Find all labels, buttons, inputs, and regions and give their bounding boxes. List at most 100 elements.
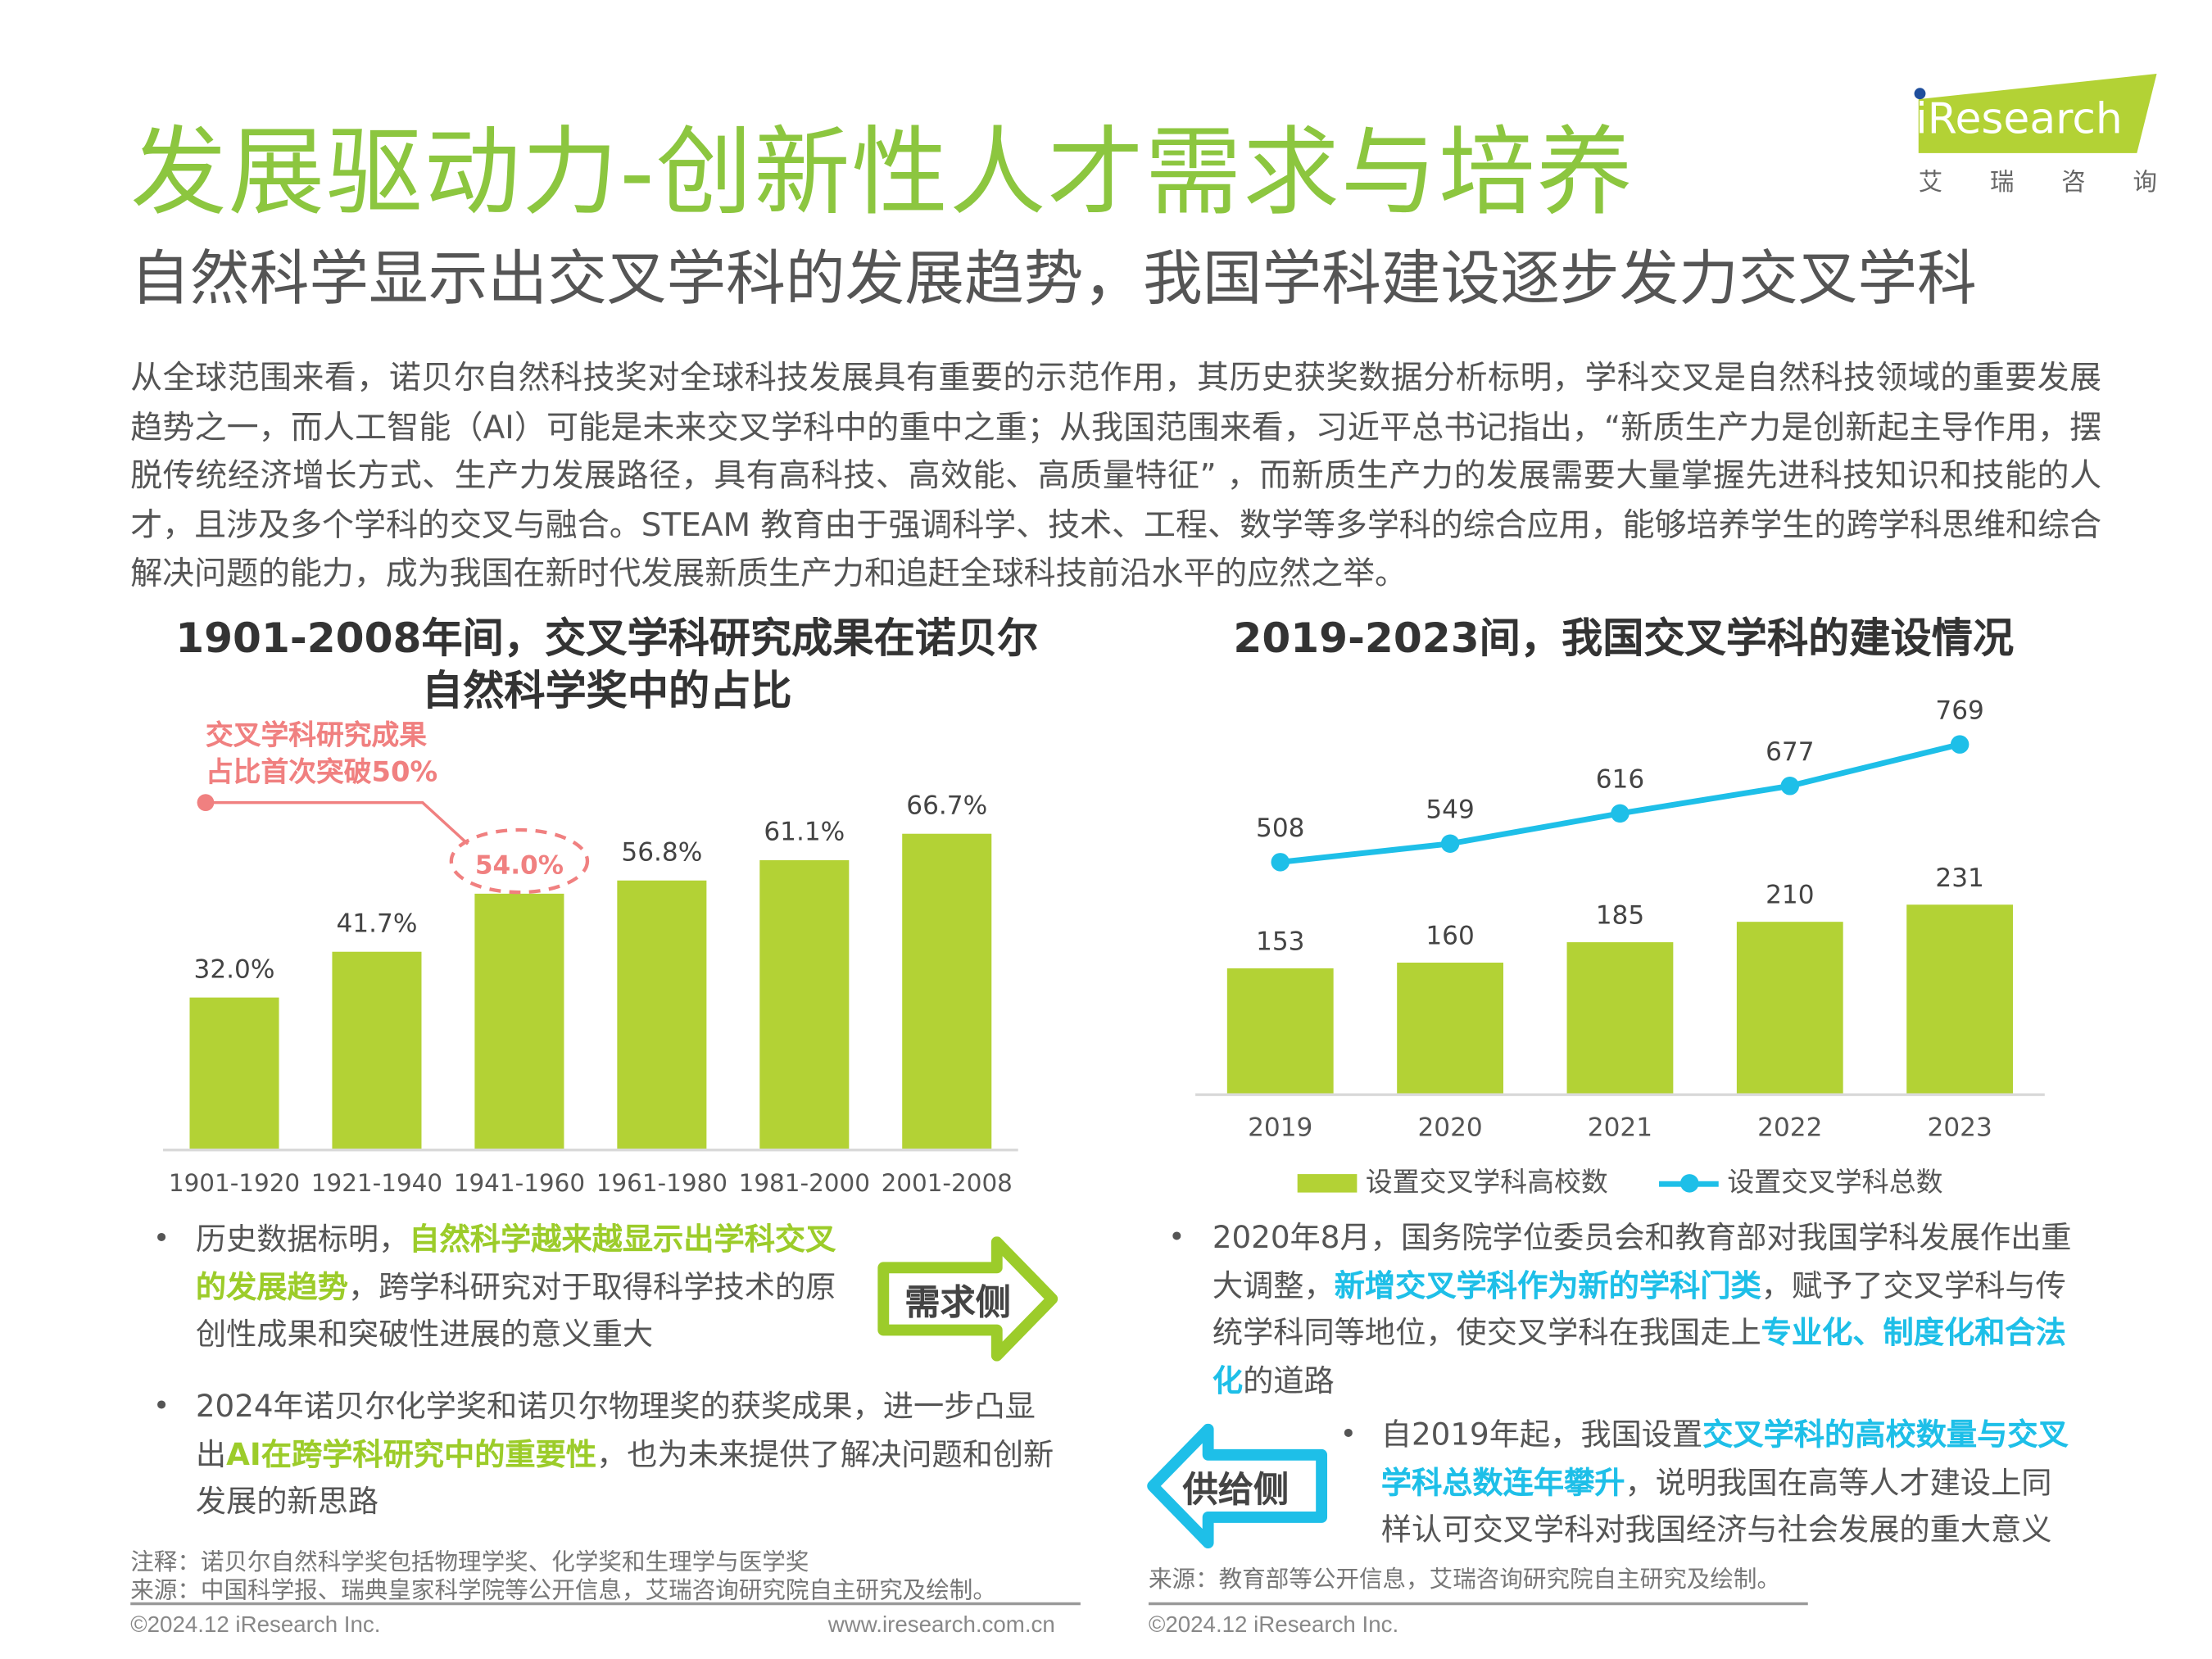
- right-chart-title: 2019-2023间，我国交叉学科的建设情况: [1233, 614, 2015, 663]
- bar-data-label: 160: [1426, 922, 1474, 951]
- demand-side-arrow: 需求侧: [877, 1236, 1061, 1362]
- legend: 设置交叉学科高校数 设置交叉学科总数: [1297, 1162, 1943, 1200]
- x-tick-label: 1941-1960: [454, 1169, 585, 1197]
- bar-data-label: 153: [1256, 927, 1304, 956]
- left-chart-title: 1901-2008年间，交叉学科研究成果在诺贝尔 自然科学奖中的占比: [130, 613, 1083, 718]
- copyright-right: ©2024.12 iResearch Inc.: [1148, 1613, 1399, 1639]
- x-tick-label: 2001-2008: [882, 1169, 1013, 1197]
- highlight: AI在跨学科研究中的重要性: [226, 1437, 597, 1473]
- supply-side-arrow: 供给侧: [1143, 1423, 1333, 1549]
- highlight: 专业化、制度化和合法化: [1212, 1316, 2066, 1399]
- text: 的道路: [1243, 1363, 1335, 1399]
- divider: [1148, 1602, 1808, 1605]
- logo: iResearch 艾 瑞 咨 询: [1907, 71, 2163, 199]
- highlight: 交叉学科的高校数量与交叉学科总数连年攀升: [1380, 1417, 2069, 1502]
- right-bullet-2: 自2019年起，我国设置交叉学科的高校数量与交叉学科总数连年攀升，说明我国在高等…: [1381, 1412, 2082, 1555]
- bar-data-label: 231: [1935, 863, 1983, 893]
- demand-side-label: 需求侧: [904, 1281, 1012, 1323]
- annotation-ellipse: [449, 827, 590, 895]
- line-point: [1440, 834, 1460, 854]
- bullet-dot: •: [1339, 1416, 1358, 1451]
- annotation-line1: 交叉学科研究成果: [205, 718, 427, 752]
- line-point: [1780, 777, 1800, 796]
- x-tick-label: 1921-1940: [311, 1169, 442, 1197]
- line-point: [1611, 804, 1630, 823]
- bar: [189, 997, 279, 1149]
- data-label: 32.0%: [194, 954, 275, 984]
- x-tick-label: 1901-1920: [169, 1169, 300, 1197]
- right-arrow-icon: [877, 1236, 1058, 1362]
- data-label: 66.7%: [906, 791, 987, 820]
- footnote: 注释：诺贝尔自然科学奖包括物理学奖、化学奖和生理学与医学奖: [130, 1548, 809, 1575]
- source-left: 来源：中国科学报、瑞典皇家科学院等公开信息，艾瑞咨询研究院自主研究及绘制。: [130, 1576, 996, 1604]
- text: 2020年8月，国务院学位委员会和教育部对我国学科发展作出重大调整，: [1212, 1221, 2072, 1304]
- data-label: 56.8%: [621, 838, 702, 868]
- bar: [1566, 942, 1674, 1094]
- right-combo-chart: 153 2019 160 2020 185 2021 210 2022 231 2023 508 54…: [1195, 696, 2045, 1142]
- x-tick-label: 1961-1980: [596, 1169, 728, 1197]
- right-bullet-1: 2020年8月，国务院学位委员会和教育部对我国学科发展作出重大调整，新增交叉学科…: [1213, 1215, 2080, 1405]
- data-label: 41.7%: [336, 909, 417, 938]
- bar-data-label: 185: [1596, 901, 1644, 931]
- x-tick-label: 2020: [1417, 1113, 1482, 1142]
- text: ，跨学科研究对于取得科学技术的原创性成果和突破性进展的意义重大: [195, 1269, 836, 1353]
- left-chart-title-line2: 自然科学奖中的占比: [421, 666, 792, 715]
- annotation-dot: [197, 794, 215, 812]
- bar-data-label: 210: [1766, 881, 1814, 910]
- bar: [902, 833, 992, 1149]
- bar: [474, 893, 564, 1149]
- svg-text:iResearch: iResearch: [1915, 95, 2123, 144]
- logo-chinese: 艾 瑞 咨 询: [1918, 168, 2178, 197]
- text: ，也为未来提供了解决问题和创新发展的新思路: [195, 1437, 1054, 1521]
- legend-bar-label: 设置交叉学科高校数: [1365, 1167, 1608, 1199]
- page-title: 发展驱动力-创新性人才需求与培养: [130, 117, 1634, 230]
- x-tick-label: 2022: [1757, 1113, 1822, 1142]
- copyright-left: ©2024.12 iResearch Inc.: [130, 1613, 381, 1639]
- bullet-dot: •: [1168, 1219, 1185, 1254]
- line-point: [1271, 853, 1290, 872]
- x-tick-label: 2019: [1248, 1113, 1312, 1142]
- line-point: [1950, 735, 1969, 754]
- annotation-leader-line: [205, 800, 469, 845]
- text: 历史数据标明，: [195, 1222, 410, 1258]
- divider: [130, 1602, 1081, 1605]
- text: 自2019年起，我国设置: [1380, 1417, 1703, 1454]
- text: ，说明我国在高等人才建设上同样认可交叉学科对我国经济与社会发展的重大意义: [1380, 1465, 2052, 1549]
- data-label: 54.0%: [475, 851, 564, 881]
- line-data-label: 549: [1426, 796, 1474, 825]
- bar: [759, 859, 850, 1149]
- x-tick-label: 2021: [1588, 1113, 1652, 1142]
- line-data-label: 508: [1256, 814, 1304, 843]
- line-data-label: 677: [1766, 737, 1814, 767]
- website-link[interactable]: www.iresearch.com.cn: [827, 1613, 1055, 1639]
- left-arrow-icon: [1147, 1423, 1328, 1549]
- highlight: 自然科学越来越显示出学科交叉的发展趋势: [195, 1222, 836, 1306]
- left-bullet-1: 历史数据标明，自然科学越来越显示出学科交叉的发展趋势，跨学科研究对于取得科学技术…: [196, 1217, 862, 1359]
- source-right: 来源：教育部等公开信息，艾瑞咨询研究院自主研究及绘制。: [1148, 1565, 1781, 1593]
- line-data-label: 616: [1596, 765, 1644, 795]
- annotation-text: 交叉学科研究成果 占比首次突破50%: [206, 718, 437, 791]
- left-bullet-2: 2024年诺贝尔化学奖和诺贝尔物理奖的获奖成果，进一步凸显出AI在跨学科研究中的…: [196, 1384, 1063, 1526]
- left-chart-title-line1: 1901-2008年间，交叉学科研究成果在诺贝尔: [175, 614, 1039, 663]
- bar: [1906, 904, 2014, 1094]
- text: 2024年诺贝尔化学奖和诺贝尔物理奖的获奖成果，进一步凸显出: [195, 1389, 1036, 1473]
- bar: [1397, 963, 1503, 1094]
- page-subtitle: 自然科学显示出交叉学科的发展趋势，我国学科建设逐步发力交叉学科: [130, 243, 1977, 314]
- supply-side-label: 供给侧: [1182, 1469, 1290, 1511]
- legend-line-swatch: [1659, 1173, 1719, 1192]
- data-label: 61.1%: [764, 818, 845, 847]
- x-tick-label: 2023: [1928, 1113, 1992, 1142]
- left-bar-chart: 32.0% 1901-1920 41.7% 1921-1940 54.0% 1941-19…: [163, 791, 1018, 1197]
- iresearch-logo-icon: iResearch: [1914, 74, 2157, 153]
- bullet-dot: •: [152, 1221, 170, 1255]
- annotation-line2: 占比首次突破50%: [205, 755, 438, 789]
- bar: [1736, 922, 1843, 1094]
- bar: [1226, 968, 1334, 1094]
- bar: [332, 951, 422, 1149]
- legend-line-label: 设置交叉学科总数: [1727, 1167, 1943, 1199]
- legend-bar-swatch: [1297, 1174, 1358, 1193]
- line-data-label: 769: [1935, 696, 1983, 726]
- bullet-dot: •: [152, 1388, 170, 1422]
- highlight: 新增交叉学科作为新的学科门类: [1334, 1268, 1761, 1304]
